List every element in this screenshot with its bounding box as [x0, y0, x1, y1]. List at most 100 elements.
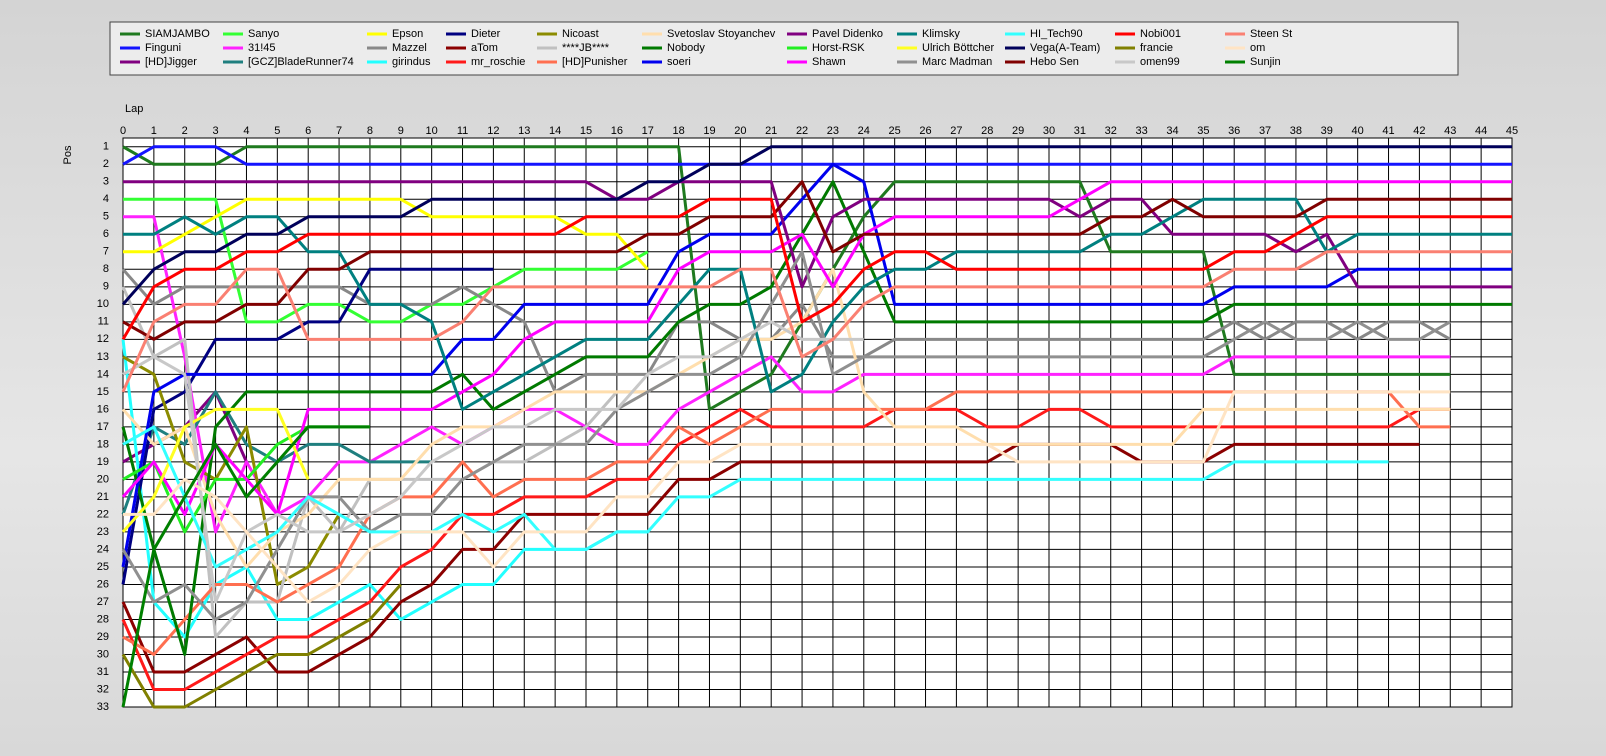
x-tick-label: 19 — [703, 125, 715, 137]
x-tick-label: 37 — [1259, 125, 1271, 137]
y-tick-label: 9 — [103, 281, 109, 293]
x-tick-label: 42 — [1413, 125, 1425, 137]
series-line — [123, 215, 1451, 534]
x-tick-label: 11 — [457, 125, 468, 137]
legend-label: Horst-RSK — [812, 42, 865, 54]
x-tick-label: 21 — [765, 125, 777, 137]
x-tick-label: 14 — [549, 125, 561, 137]
y-tick-label: 1 — [103, 141, 109, 153]
x-tick-label: 12 — [487, 125, 499, 137]
y-tick-label: 28 — [97, 613, 109, 625]
y-tick-label: 5 — [103, 211, 109, 223]
legend-label: Nicoast — [562, 28, 599, 40]
x-tick-label: 2 — [182, 125, 188, 137]
x-tick-label: 32 — [1105, 125, 1117, 137]
y-tick-label: 27 — [97, 596, 109, 608]
x-tick-label: 4 — [243, 125, 249, 137]
x-tick-label: 9 — [398, 125, 404, 137]
y-tick-label: 11 — [98, 316, 109, 328]
x-tick-label: 27 — [950, 125, 962, 137]
legend-label: Vega(A-Team) — [1030, 42, 1100, 54]
x-tick-label: 34 — [1166, 125, 1178, 137]
legend-label: Shawn — [812, 56, 846, 68]
y-tick-label: 14 — [97, 368, 109, 380]
x-tick-label: 0 — [120, 125, 126, 137]
y-tick-label: 32 — [97, 683, 109, 695]
x-tick-label: 7 — [336, 125, 342, 137]
y-tick-label: 30 — [97, 648, 109, 660]
legend-label: om — [1250, 42, 1265, 54]
legend-label: [GCZ]BladeRunner74 — [248, 56, 354, 68]
x-tick-label: 25 — [889, 125, 901, 137]
series-line — [122, 425, 1389, 569]
y-tick-label: 4 — [103, 193, 109, 205]
x-tick-label: 13 — [518, 125, 530, 137]
series-line — [121, 180, 1512, 516]
series-line — [121, 407, 1451, 691]
y-tick-label: 20 — [97, 473, 109, 485]
legend-label: Hebo Sen — [1030, 56, 1079, 68]
legend-label: mr_roschie — [471, 56, 525, 68]
y-tick-label: 18 — [97, 438, 109, 450]
y-tick-label: 22 — [97, 508, 109, 520]
y-tick-label: 29 — [97, 631, 109, 643]
series-line — [121, 162, 1512, 568]
x-tick-label: 29 — [1012, 125, 1024, 137]
x-tick-label: 17 — [642, 125, 654, 137]
series-line — [121, 407, 310, 533]
legend-label: Epson — [392, 28, 423, 40]
y-tick-label: 17 — [97, 421, 109, 433]
series-line — [121, 250, 1512, 393]
legend-label: Klimsky — [922, 28, 960, 40]
series-line — [122, 145, 1451, 411]
x-tick-label: 23 — [827, 125, 839, 137]
x-tick-label: 24 — [858, 125, 870, 137]
y-axis-label: Pos — [62, 145, 74, 164]
x-tick-label: 33 — [1135, 125, 1147, 137]
y-tick-label: 15 — [97, 386, 109, 398]
x-tick-label: 20 — [734, 125, 746, 137]
x-tick-label: 35 — [1197, 125, 1209, 137]
y-tick-label: 8 — [103, 263, 109, 275]
x-tick-label: 5 — [274, 125, 280, 137]
series-line — [121, 425, 370, 708]
x-tick-label: 3 — [213, 125, 219, 137]
legend-label: Svetoslav Stoyanchev — [667, 28, 776, 40]
x-tick-label: 38 — [1290, 125, 1302, 137]
legend-label: Finguni — [145, 42, 181, 54]
x-tick-label: 16 — [611, 125, 623, 137]
y-tick-label: 31 — [97, 666, 109, 678]
x-tick-label: 43 — [1444, 125, 1456, 137]
y-tick-label: 6 — [103, 228, 109, 240]
y-tick-label: 3 — [103, 176, 109, 188]
x-tick-label: 40 — [1352, 125, 1364, 137]
x-tick-label: 39 — [1321, 125, 1333, 137]
x-tick-label: 22 — [796, 125, 808, 137]
legend-label: Dieter — [471, 28, 501, 40]
y-tick-label: 16 — [97, 403, 109, 415]
y-tick-label: 24 — [97, 543, 109, 555]
y-tick-label: 2 — [103, 158, 109, 170]
legend-label: Pavel Didenko — [812, 28, 883, 40]
series-line — [121, 268, 1452, 394]
legend-label: SIAMJAMBO — [145, 28, 210, 40]
series-line — [121, 180, 1512, 656]
x-tick-label: 18 — [672, 125, 684, 137]
series-line — [123, 197, 649, 271]
x-tick-label: 8 — [367, 125, 373, 137]
y-tick-label: 23 — [97, 526, 109, 538]
legend-label: aTom — [471, 42, 498, 54]
y-tick-label: 19 — [97, 456, 109, 468]
x-tick-label: 44 — [1475, 125, 1487, 137]
series-line — [121, 267, 494, 585]
y-tick-label: 25 — [97, 561, 109, 573]
legend-label: Steen St — [1250, 28, 1292, 40]
legend-label: Marc Madman — [922, 56, 992, 68]
x-tick-label: 26 — [919, 125, 931, 137]
y-tick-label: 10 — [97, 298, 109, 310]
legend-label: Nobi001 — [1140, 28, 1181, 40]
x-tick-label: 41 — [1382, 125, 1394, 137]
legend-label: [HD]Jigger — [145, 56, 197, 68]
